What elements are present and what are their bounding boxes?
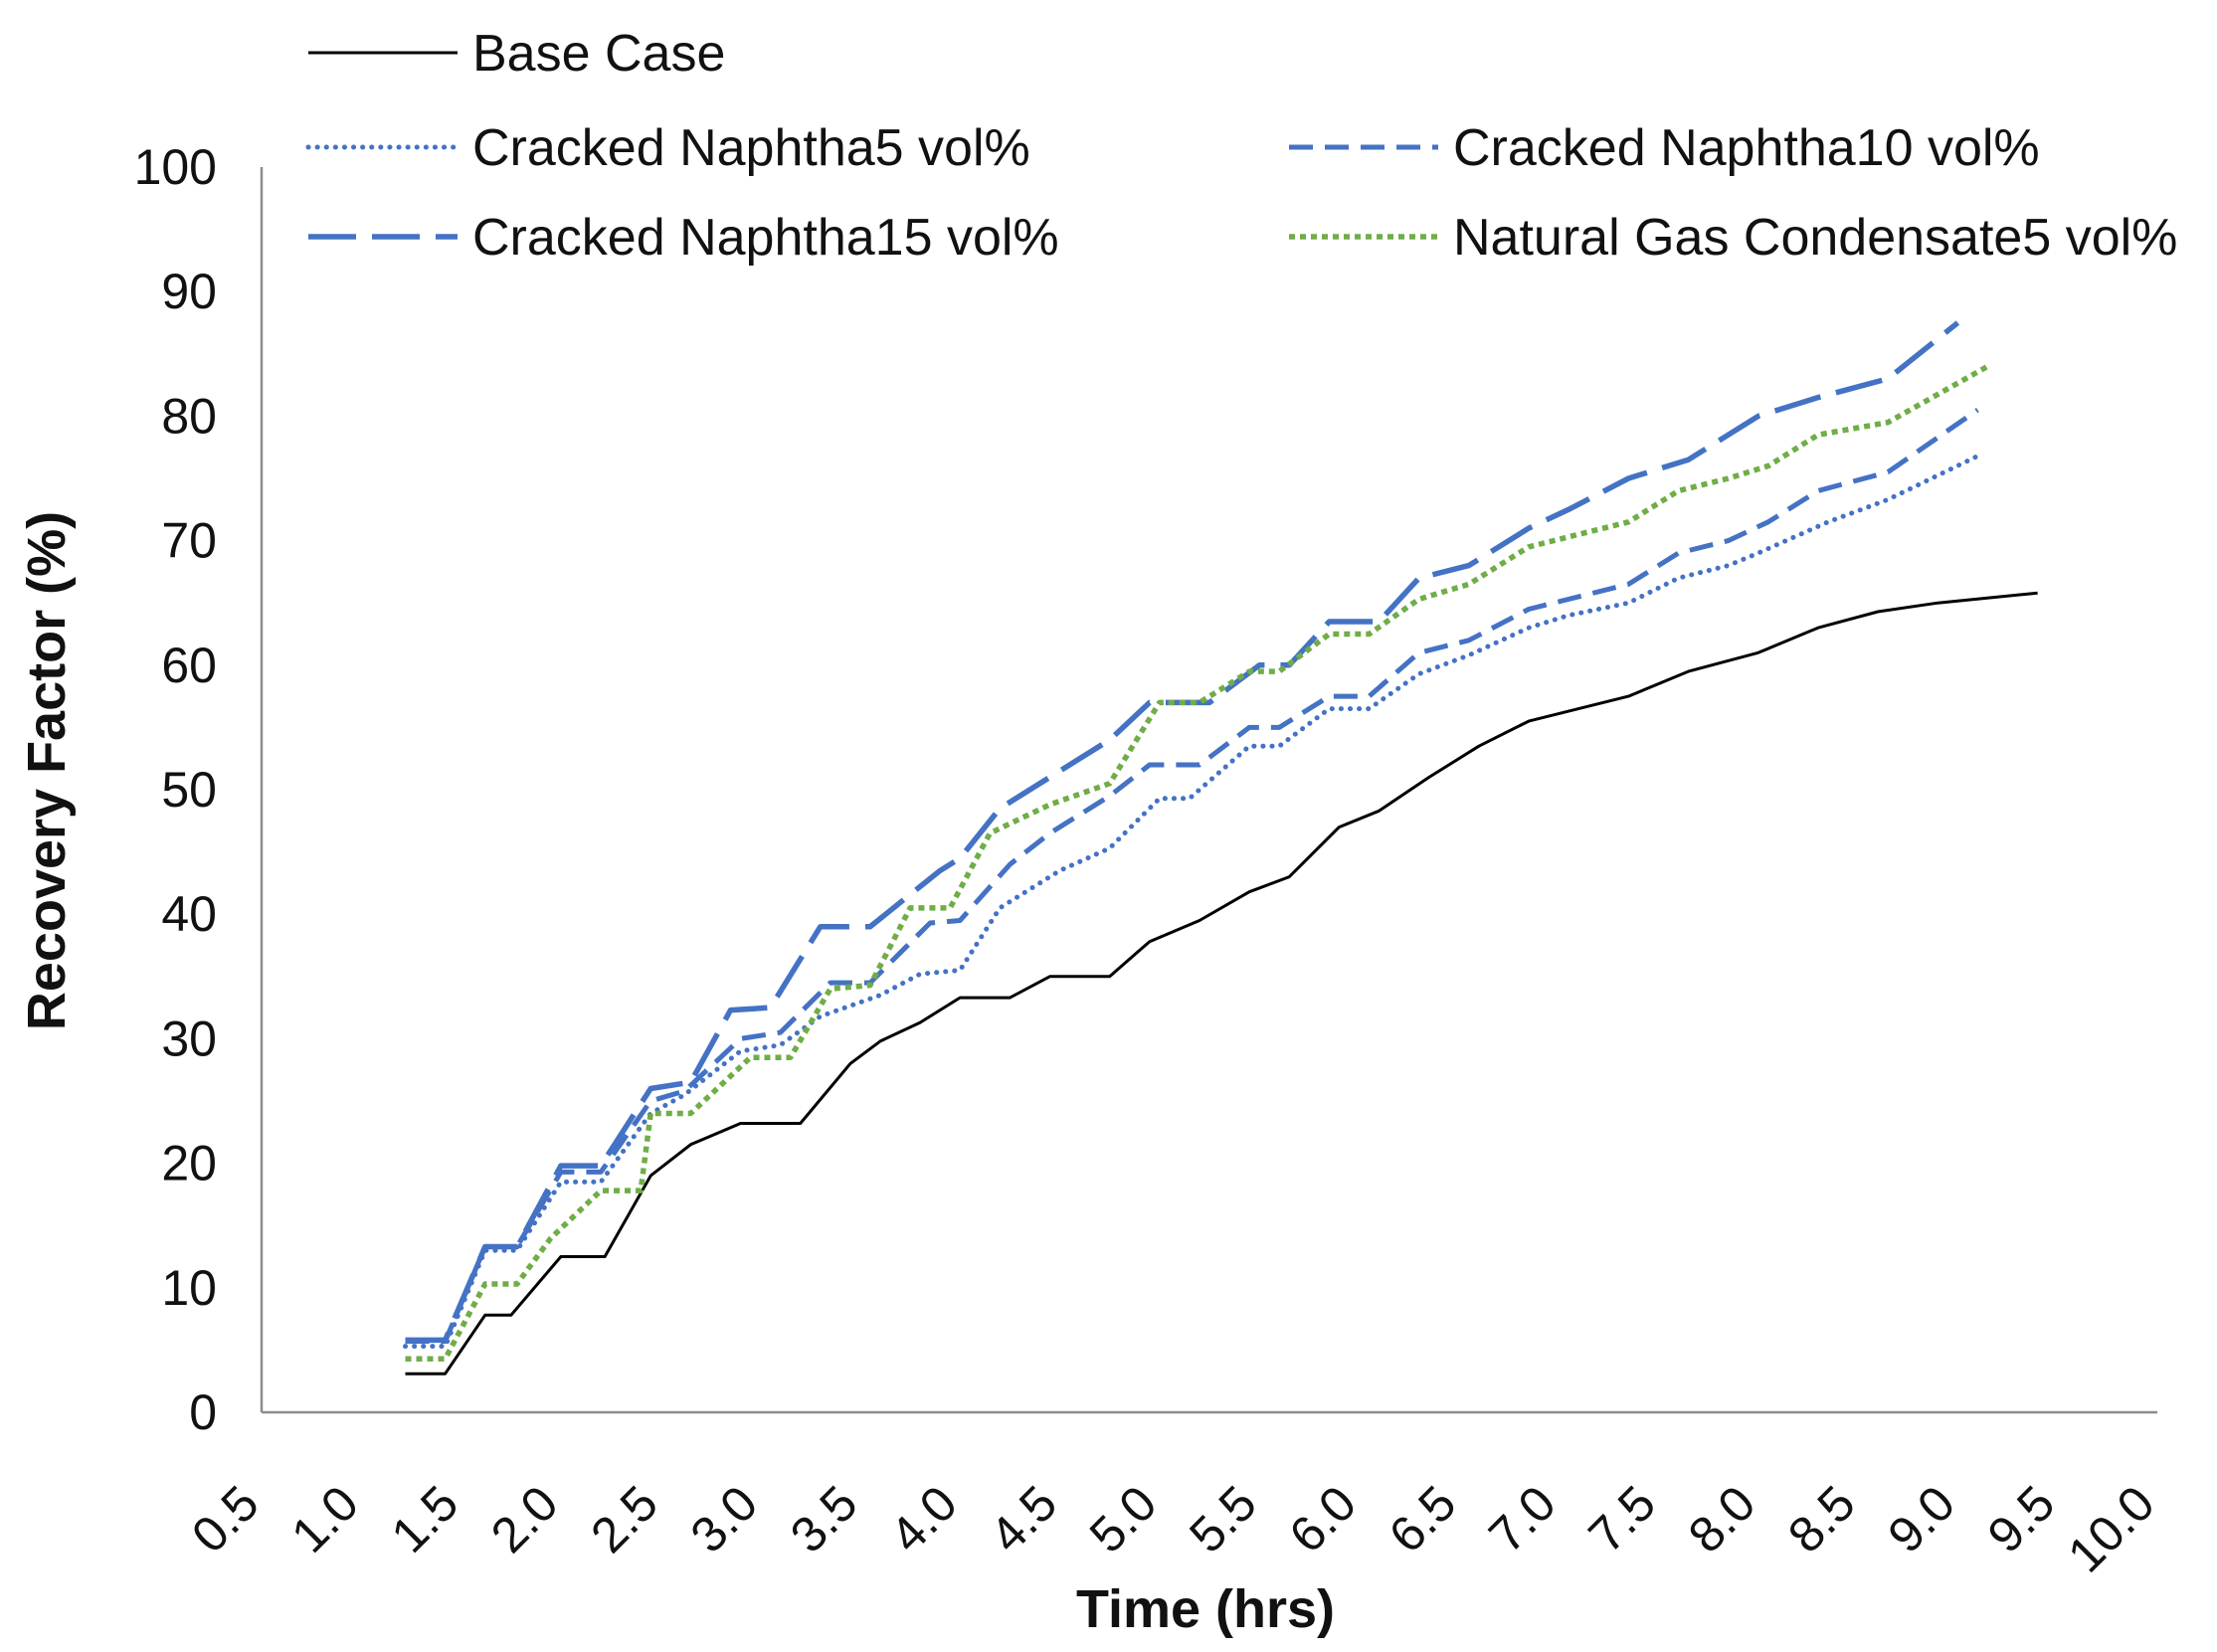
x-tick-label: 4.5 bbox=[980, 1475, 1068, 1563]
x-tick-label: 6.5 bbox=[1379, 1475, 1467, 1563]
y-tick-label: 70 bbox=[161, 513, 217, 569]
x-tick-label: 1.0 bbox=[280, 1475, 369, 1563]
x-tick-label: 5.5 bbox=[1179, 1475, 1267, 1563]
y-tick-label: 40 bbox=[161, 886, 217, 942]
x-tick-label: 9.5 bbox=[1977, 1475, 2066, 1563]
y-axis-title: Recovery Factor (%) bbox=[17, 511, 77, 1030]
y-tick-label: 0 bbox=[189, 1384, 217, 1440]
legend-label: Cracked Naphtha10 vol% bbox=[1453, 119, 2040, 177]
x-tick-label: 0.5 bbox=[181, 1475, 270, 1563]
x-tick-label: 10.0 bbox=[2057, 1475, 2164, 1582]
x-axis-title: Time (hrs) bbox=[1076, 1579, 1335, 1639]
x-tick-label: 3.5 bbox=[780, 1475, 868, 1563]
legend-label: Cracked Naphtha15 vol% bbox=[472, 209, 1059, 267]
x-tick-label: 7.5 bbox=[1577, 1475, 1666, 1563]
x-tick-label: 4.0 bbox=[879, 1475, 968, 1563]
axes: 0 10 20 30 40 50 60 70 80 90 100 0.5 1.0 1.5 2.0 2.5 3.0… bbox=[134, 139, 2165, 1583]
x-tick-label: 9.0 bbox=[1877, 1475, 1965, 1563]
legend-label: Natural Gas Condensate5 vol% bbox=[1453, 209, 2177, 267]
y-tick-label: 90 bbox=[161, 264, 217, 319]
series-line-2 bbox=[403, 454, 1980, 1350]
series-layer bbox=[403, 320, 2038, 1376]
y-tick-label: 10 bbox=[161, 1260, 217, 1316]
legend: Base Case Cracked Naphtha5 vol% Cracked Na… bbox=[305, 25, 2177, 267]
x-tick-label: 8.0 bbox=[1678, 1475, 1766, 1563]
x-tick-label: 2.5 bbox=[580, 1475, 668, 1563]
y-tick-label: 100 bbox=[134, 139, 217, 195]
y-tick-label: 80 bbox=[161, 388, 217, 444]
y-tick-label: 50 bbox=[161, 762, 217, 818]
y-tick-label: 20 bbox=[161, 1136, 217, 1192]
legend-item: Natural Gas Condensate5 vol% bbox=[1289, 209, 2177, 267]
legend-label: Cracked Naphtha5 vol% bbox=[472, 119, 1030, 177]
x-tick-label: 7.0 bbox=[1478, 1475, 1567, 1563]
legend-item: Base Case bbox=[308, 25, 725, 83]
legend-item: Cracked Naphtha15 vol% bbox=[308, 209, 1059, 267]
x-tick-label: 5.0 bbox=[1079, 1475, 1168, 1563]
legend-label: Base Case bbox=[472, 25, 725, 83]
y-tick-label: 60 bbox=[161, 638, 217, 693]
x-tick-label: 1.5 bbox=[381, 1475, 469, 1563]
series-line-5 bbox=[405, 363, 1989, 1362]
series-line-1 bbox=[405, 591, 2038, 1376]
legend-item: Cracked Naphtha10 vol% bbox=[1289, 119, 2040, 177]
x-tick-label: 3.0 bbox=[680, 1475, 769, 1563]
x-tick-label: 8.5 bbox=[1777, 1475, 1866, 1563]
x-tick-label: 6.0 bbox=[1278, 1475, 1367, 1563]
series-line-3 bbox=[405, 408, 1979, 1345]
x-tick-label: 2.0 bbox=[480, 1475, 569, 1563]
series-line-4 bbox=[405, 320, 1960, 1344]
y-tick-label: 30 bbox=[161, 1010, 217, 1066]
legend-item: Cracked Naphtha5 vol% bbox=[305, 119, 1030, 177]
